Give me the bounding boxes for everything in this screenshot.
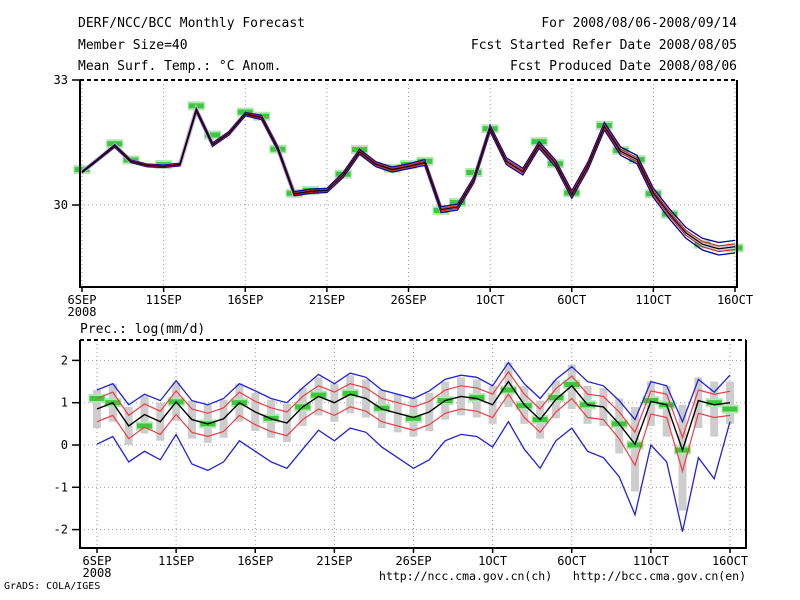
obs-marker <box>500 387 516 393</box>
obs-marker <box>449 200 465 206</box>
obs-marker <box>564 382 580 388</box>
obs-marker <box>466 170 482 176</box>
spread-bar <box>678 404 687 511</box>
x-tick-label: 21SEP <box>309 293 345 307</box>
member-size-label: Member Size=40 <box>78 38 188 53</box>
y-tick-label: 2 <box>61 353 68 367</box>
temp-spread-halo <box>80 103 736 252</box>
obs-marker <box>311 392 327 398</box>
x-tick-label: 26SEP <box>390 293 426 307</box>
prec-max-line <box>96 361 731 424</box>
obs-marker <box>205 132 221 138</box>
temp-mean-line <box>81 108 736 250</box>
x-tick-label: 6OCT <box>557 554 586 568</box>
y-tick-label: 30 <box>54 198 68 212</box>
temp-lower-line <box>81 109 736 256</box>
prec-chart-title: Prec.: log(mm/d) <box>80 322 206 337</box>
prec-median-line <box>96 380 731 453</box>
obs-marker <box>643 398 659 404</box>
obs-marker <box>136 423 152 429</box>
obs-marker <box>706 400 722 406</box>
x-tick-label: 1OCT <box>476 293 505 307</box>
x-tick-sublabel: 2008 <box>68 305 97 319</box>
footer-urls: http://ncc.cma.gov.cn(ch) http://bcc.cma… <box>379 569 746 583</box>
x-tick-label: 6OCT <box>557 293 586 307</box>
refer-date-label: Fcst Started Refer Date 2008/08/05 <box>470 38 737 53</box>
obs-marker <box>722 406 738 412</box>
temp-chart-title: Mean Surf. Temp.: °C Anom. <box>78 59 282 74</box>
obs-marker <box>469 395 485 401</box>
prec-min-line <box>96 420 731 532</box>
obs-marker <box>406 415 421 421</box>
x-tick-label: 16OCT <box>717 293 753 307</box>
prec-upper-quartile-line <box>96 370 731 440</box>
prec-lower-quartile-line <box>96 393 731 474</box>
x-tick-label: 16OCT <box>712 554 748 568</box>
obs-marker <box>548 395 564 401</box>
spread-bar <box>662 385 671 437</box>
page-title: DERF/NCC/BCC Monthly Forecast <box>78 16 305 31</box>
x-tick-label: 16SEP <box>227 293 263 307</box>
x-tick-label: 21SEP <box>316 554 352 568</box>
ncc-url: http://ncc.cma.gov.cn(ch) <box>379 569 553 583</box>
y-tick-label: -2 <box>54 523 68 537</box>
bcc-url: http://bcc.cma.gov.cn(en) <box>572 569 746 583</box>
grads-credit: GrADS: COLA/IGES <box>4 581 101 592</box>
x-tick-label: 11OCT <box>633 554 669 568</box>
spread-bar <box>710 381 719 437</box>
y-tick-label: 0 <box>61 438 68 452</box>
x-tick-sublabel: 2008 <box>83 566 112 580</box>
produced-date-label: Fcst Produced Date 2008/08/06 <box>510 59 737 74</box>
x-tick-label: 11OCT <box>635 293 671 307</box>
x-tick-label: 1OCT <box>478 554 507 568</box>
forecast-range-label: For 2008/08/06-2008/09/14 <box>541 16 737 31</box>
x-tick-label: 11SEP <box>146 293 182 307</box>
obs-marker <box>342 390 358 396</box>
spread-bar <box>504 362 513 407</box>
y-tick-label: 1 <box>61 396 68 410</box>
y-tick-label: 33 <box>54 73 68 87</box>
temp-red-lower-line <box>81 109 736 253</box>
x-tick-label: 16SEP <box>237 554 273 568</box>
x-tick-label: 6SEP <box>83 554 112 568</box>
y-tick-label: -1 <box>54 480 68 494</box>
spread-bar <box>726 381 734 424</box>
temp-red-upper-line <box>81 107 736 247</box>
x-tick-label: 6SEP <box>68 293 97 307</box>
x-tick-label: 26SEP <box>395 554 431 568</box>
spread-bar <box>93 390 101 429</box>
x-tick-label: 11SEP <box>158 554 194 568</box>
